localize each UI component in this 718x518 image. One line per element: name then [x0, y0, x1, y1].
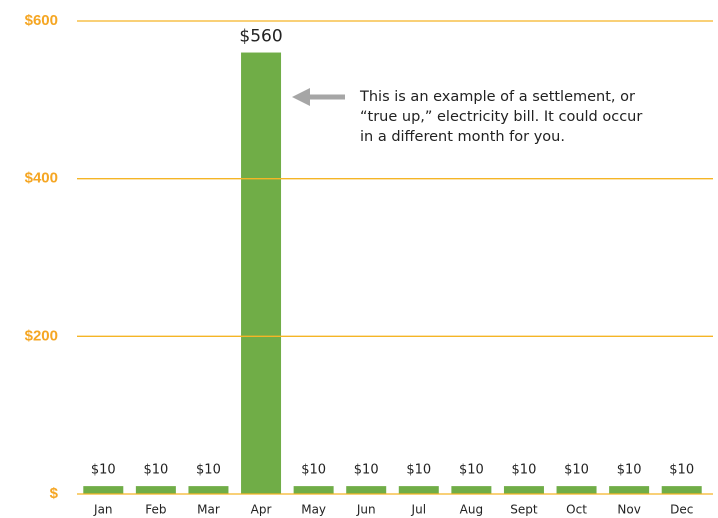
bar: [346, 486, 387, 494]
y-tick-label: $: [50, 485, 59, 502]
bar: [556, 486, 597, 494]
x-tick-label: Jan: [93, 503, 113, 517]
data-label: $560: [239, 27, 282, 47]
x-tick-label: Aug: [460, 503, 483, 517]
data-label: $10: [196, 463, 221, 478]
x-tick-label: Mar: [197, 503, 220, 517]
annotation-arrowhead: [292, 88, 310, 106]
bar: [83, 486, 124, 494]
x-tick-label: Dec: [670, 503, 693, 517]
data-label: $10: [564, 463, 589, 478]
annotation: This is an example of a settlement, or: [359, 89, 635, 105]
bar: [451, 486, 492, 494]
x-tick-label: Feb: [145, 503, 166, 517]
x-tick-label: Nov: [617, 503, 640, 517]
y-tick-label: $200: [25, 327, 58, 344]
x-tick-label: Jun: [356, 503, 376, 517]
data-label: $10: [406, 463, 431, 478]
data-label: $10: [301, 463, 326, 478]
bar: [661, 486, 702, 494]
annotation: “true up,” electricity bill. It could oc…: [360, 109, 642, 125]
data-label: $10: [143, 463, 168, 478]
x-tick-label: Apr: [251, 503, 272, 517]
x-tick-label: Jul: [411, 503, 426, 517]
x-tick-label: Sept: [510, 503, 538, 517]
bar: [293, 486, 334, 494]
data-label: $10: [91, 463, 116, 478]
x-tick-label: Oct: [566, 503, 587, 517]
data-label: $10: [617, 463, 642, 478]
annotation: in a different month for you.: [360, 129, 565, 145]
data-label: $10: [512, 463, 537, 478]
x-tick-label: May: [301, 503, 326, 517]
bar: [135, 486, 176, 494]
bar: [503, 486, 544, 494]
data-label: $10: [459, 463, 484, 478]
y-tick-label: $400: [25, 170, 58, 187]
bar: [241, 52, 282, 495]
bar: [398, 486, 439, 494]
y-tick-label: $600: [25, 12, 58, 29]
data-label: $10: [354, 463, 379, 478]
bar: [188, 486, 229, 494]
data-label: $10: [669, 463, 694, 478]
bar: [609, 486, 650, 494]
